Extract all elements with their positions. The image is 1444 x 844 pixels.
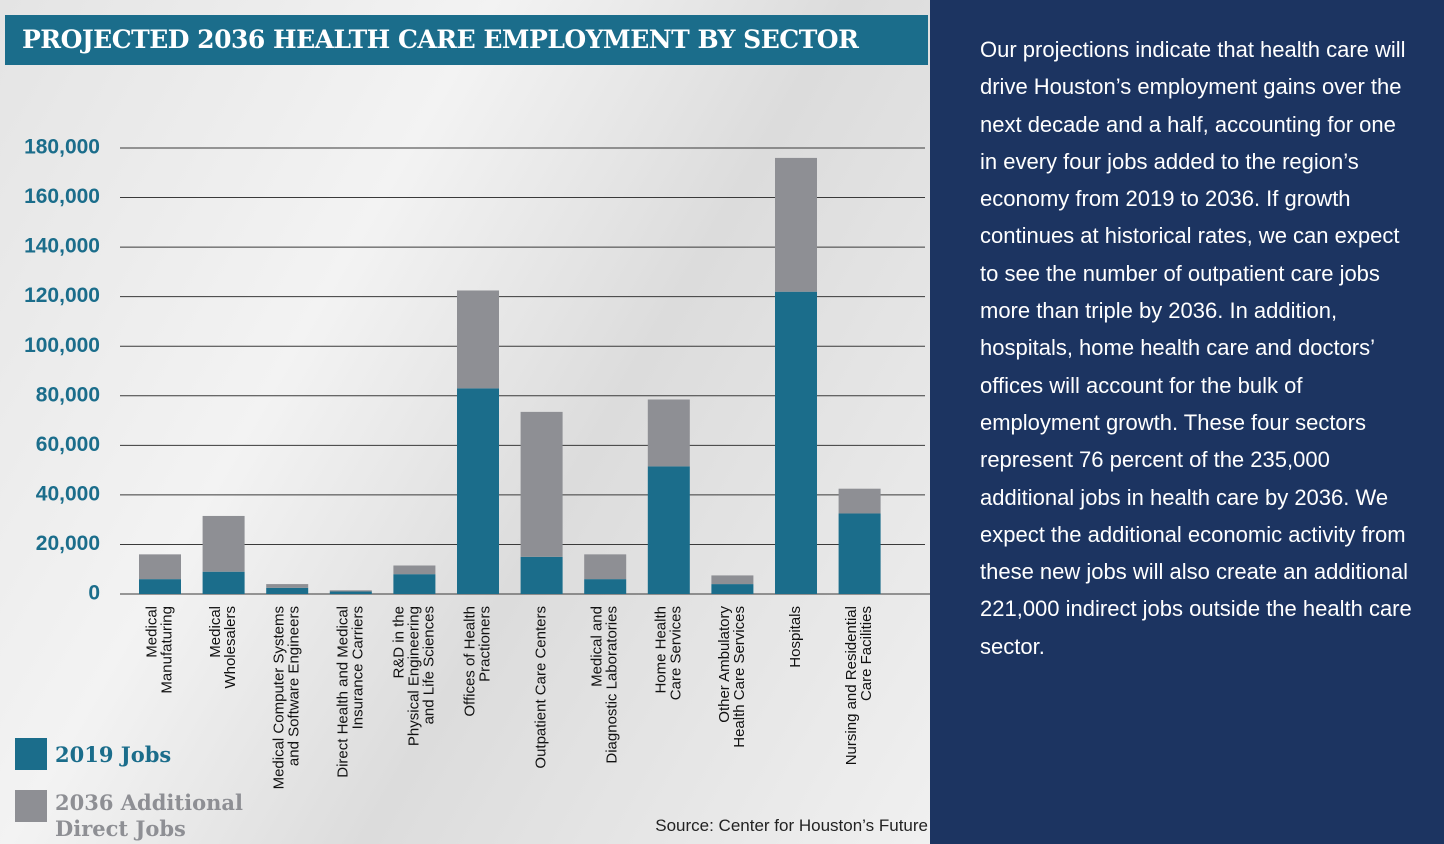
bar-segment: [647, 466, 690, 594]
bar-segment: [520, 556, 563, 594]
chart: 0 20,000 40,000 60,000 80,000 100,000 120,000 1…: [24, 136, 930, 789]
x-tick-label: Care Services: [667, 606, 684, 700]
bar-segment: [139, 554, 181, 580]
legend-label: 2019 Jobs: [55, 742, 172, 767]
x-tick-label: and Life Sciences: [420, 606, 437, 724]
x-tick-label: Insurance Carriers: [349, 606, 366, 729]
bar-segment: [457, 290, 499, 389]
legend-label: 2036 Additional Direct Jobs: [55, 790, 243, 841]
y-tick-label: 140,000: [24, 235, 100, 258]
y-tick-label: 80,000: [36, 383, 100, 406]
bar-segment: [329, 590, 372, 592]
bar-segment: [520, 411, 563, 557]
bar-segment: [838, 488, 881, 514]
bar-segment: [711, 575, 754, 585]
x-tick-label: Home Health: [652, 606, 669, 694]
bar-segment: [775, 291, 817, 594]
y-tick-label: 120,000: [24, 284, 100, 307]
x-tick-label: Outpatient Care Centers: [533, 606, 550, 769]
y-tick-label: 180,000: [24, 136, 100, 159]
chart-title: PROJECTED 2036 HEALTH CARE EMPLOYMENT BY…: [5, 15, 928, 65]
x-tick-label: Direct Health and Medical: [334, 606, 351, 778]
bar-segment: [838, 513, 881, 594]
y-tick-label: 40,000: [36, 482, 100, 505]
bar-segment: [393, 574, 436, 594]
y-tick-label: 60,000: [36, 433, 100, 456]
x-tick-label: Health Care Services: [731, 606, 748, 748]
bar-segment: [584, 554, 627, 580]
x-tick-label: Practioners: [476, 606, 493, 682]
x-tick-label: Care Facilities: [858, 606, 875, 701]
y-tick-label: 100,000: [24, 334, 100, 357]
sidebar-text: Our projections indicate that health car…: [980, 37, 1412, 659]
bar-segment: [775, 157, 817, 292]
bar-segment: [266, 587, 309, 594]
legend-swatch: [15, 790, 47, 822]
bar-segment: [139, 579, 181, 594]
x-tick-label: Wholesalers: [222, 606, 239, 689]
x-tick-label: and Software Engineers: [286, 606, 303, 766]
bar-segment: [202, 571, 245, 594]
bar-segment: [711, 584, 754, 594]
x-tick-label: Other Ambulatory: [716, 606, 733, 723]
source-note: Source: Center for Houston’s Future: [655, 816, 928, 835]
x-tick-label: R&D in the: [390, 606, 407, 679]
legend-item: 2019 Jobs: [15, 738, 245, 770]
x-tick-label: Offices of Health: [461, 606, 478, 717]
bar-segment: [329, 591, 372, 594]
x-tick-label: Nursing and Residential: [843, 606, 860, 765]
bar-segment: [584, 579, 627, 594]
bar-segment: [202, 515, 245, 572]
x-tick-label: Medical: [143, 606, 160, 658]
y-tick-label: 20,000: [36, 532, 100, 555]
x-tick-label: Diagnostic Laboratories: [604, 606, 621, 764]
bar-segment: [457, 388, 499, 594]
x-tick-label: Hospitals: [787, 606, 804, 668]
x-tick-label: Manufaturing: [158, 606, 175, 694]
legend-swatch: [15, 738, 47, 770]
x-tick-label: Medical Computer Systems: [271, 606, 288, 789]
x-tick-label: Medical and: [589, 606, 606, 687]
bar-segment: [647, 399, 690, 467]
legend-item: 2036 Additional Direct Jobs: [15, 790, 245, 842]
bar-segment: [266, 584, 309, 588]
bar-segment: [393, 565, 436, 575]
x-tick-label: Medical: [207, 606, 224, 658]
y-tick-label: 160,000: [24, 185, 100, 208]
sidebar: Our projections indicate that health car…: [930, 0, 1444, 844]
y-tick-label: 0: [88, 582, 100, 605]
x-tick-label: Physical Engineering: [405, 606, 422, 746]
